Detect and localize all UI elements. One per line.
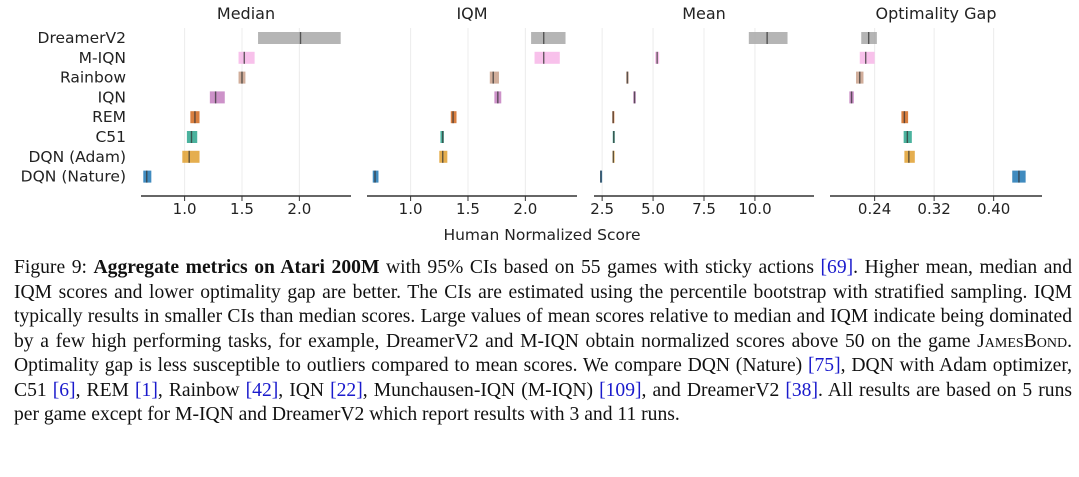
x-tick-label: 2.5 <box>590 200 614 218</box>
ci-bar <box>534 51 560 64</box>
ci-bar <box>238 51 255 64</box>
ci-bar <box>859 51 875 64</box>
algorithm-label: C51 <box>95 128 126 146</box>
citation-link[interactable]: [75] <box>807 355 841 376</box>
caption-text: , and DreamerV2 <box>641 379 786 401</box>
x-tick-label: 10.0 <box>738 200 771 218</box>
algorithm-label: DQN (Adam) <box>28 148 126 166</box>
citation-link[interactable]: [69] <box>820 257 854 278</box>
panel-title-mean: Mean <box>682 4 726 23</box>
x-tick-label: 1.5 <box>230 200 254 218</box>
x-axis-label: Human Normalized Score <box>443 226 640 244</box>
algorithm-label: REM <box>92 108 126 126</box>
caption-text: . Higher mean, median and IQM scores and… <box>14 257 1072 352</box>
ci-bar <box>258 32 341 44</box>
panel-title-optimality-gap: Optimality Gap <box>876 4 997 23</box>
x-tick-label: 0.32 <box>917 200 950 218</box>
ci-bar <box>489 71 499 84</box>
ci-bar <box>748 32 788 44</box>
algorithm-label: DQN (Nature) <box>21 168 126 186</box>
x-tick-label: 0.40 <box>977 200 1010 218</box>
x-tick-label: 1.0 <box>399 200 423 218</box>
caption-text: , IQN <box>278 379 331 401</box>
algorithm-label: IQN <box>98 88 126 106</box>
algorithm-label: M-IQN <box>79 49 126 67</box>
x-tick-label: 0.24 <box>858 200 891 218</box>
caption-text: , Munchausen-IQN (M-IQN) <box>362 379 600 401</box>
x-tick-label: 1.5 <box>456 200 480 218</box>
ci-bar <box>182 150 200 163</box>
citation-link[interactable]: [109] <box>599 379 642 401</box>
caption-text: . Optimality gap is less susceptible to … <box>14 330 1072 377</box>
x-tick-label: 7.5 <box>692 200 716 218</box>
caption-text: , Rainbow <box>157 379 246 401</box>
citation-link[interactable]: [42] <box>245 379 279 401</box>
panel-title-iqm: IQM <box>456 4 487 23</box>
x-tick-label: 2.0 <box>287 200 311 218</box>
x-tick-label: 1.0 <box>173 200 197 218</box>
game-name: JamesBond <box>977 330 1068 352</box>
algorithm-label: Rainbow <box>60 69 126 87</box>
figure-caption: Figure 9: Aggregate metrics on Atari 200… <box>14 256 1072 428</box>
caption-text: with 95% CIs based on 55 games with stic… <box>379 257 821 278</box>
algorithm-label: DreamerV2 <box>38 29 126 47</box>
ci-bar <box>904 150 915 163</box>
caption-bold-title: Aggregate metrics on Atari 200M <box>93 257 380 278</box>
citation-link[interactable]: [38] <box>785 379 819 401</box>
x-tick-label: 2.0 <box>513 200 537 218</box>
citation-link[interactable]: [6] <box>52 379 76 401</box>
panel-title-median: Median <box>217 4 275 23</box>
figure-label: Figure 9: <box>14 257 94 278</box>
citation-link[interactable]: [22] <box>330 379 363 401</box>
citation-link[interactable]: [1] <box>135 379 158 401</box>
caption-text: , REM <box>75 379 136 401</box>
ci-bar <box>209 91 225 104</box>
x-tick-label: 5.0 <box>641 200 665 218</box>
caption-text: , DQN with Adam optimizer, C51 <box>14 355 1072 401</box>
caption-text: . All results are based on 5 runs per ga… <box>14 379 1073 426</box>
ci-bar <box>531 32 566 44</box>
